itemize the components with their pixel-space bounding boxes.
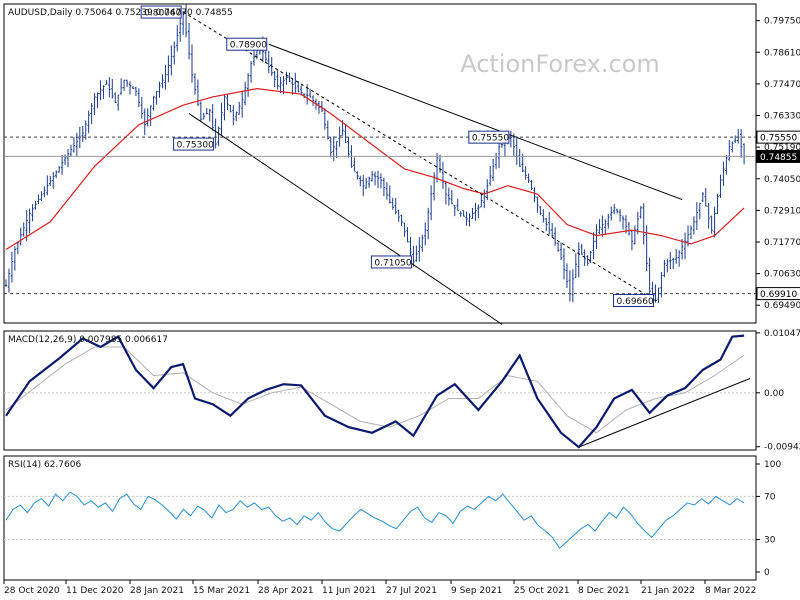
x-tick-label: 21 Jan 2022 [641, 586, 695, 596]
price-annotation-label: 0.75300 [177, 141, 214, 151]
moving-average-line [5, 87, 745, 251]
macd-signal-line [5, 346, 745, 434]
macd-panel: 0.010472 0.00 -0.009426 MACD(12,26,9) 0.007… [3, 329, 800, 453]
y-tick-label: 0.77470 [764, 80, 800, 90]
y-tick-label: 0.75190 [764, 143, 800, 153]
price-annotation-label: 0.69660 [617, 297, 654, 307]
watermark-text: ActionForex.com [460, 50, 660, 78]
price-panel: ActionForex.com 0.79750 0.78610 0.77470 0.76… [3, 3, 800, 325]
price-level-label: 0.75550 [760, 134, 797, 144]
trendline [268, 43, 683, 201]
y-tick-label: 100 [764, 460, 781, 470]
price-annotation-box [613, 294, 655, 308]
price-level-tag [756, 149, 800, 163]
trendline [188, 113, 503, 325]
y-tick-label: 0.79750 [764, 17, 800, 27]
price-level-label: 0.69910 [760, 290, 797, 300]
y-tick-label: 0.76330 [764, 112, 800, 122]
x-tick-label: 8 Mar 2022 [705, 586, 756, 596]
price-annotation-label: 0.78900 [230, 41, 267, 51]
x-tick-label: 28 Jan 2021 [130, 586, 184, 596]
price-level-label: 0.74855 [760, 153, 797, 163]
y-tick-label: 0.72910 [764, 206, 800, 216]
x-tick-label: 9 Sep 2021 [451, 586, 502, 596]
x-tick-label: 8 Dec 2021 [578, 586, 630, 596]
rsi-header-text: RSI(14) 62.7606 [8, 460, 81, 470]
price-annotation-box [140, 5, 182, 19]
macd-line [5, 334, 745, 449]
chart-header-text: AUDUSD,Daily 0.75064 0.75239 0.74770 0.7… [8, 8, 233, 18]
rsi-panel: 100 70 30 0 RSI(14) 62.7606 [3, 455, 781, 581]
y-tick-label: 30 [764, 536, 776, 546]
price-annotation-box [468, 130, 510, 144]
price-annotation-box [226, 37, 268, 51]
x-tick-label: 28 Oct 2020 [4, 586, 60, 596]
panel-frame [3, 3, 757, 324]
y-tick-label: 70 [764, 492, 776, 502]
y-tick-label: 0.74050 [764, 175, 800, 185]
panel-frame [3, 455, 757, 581]
x-tick-label: 28 Apr 2021 [258, 586, 314, 596]
x-tick-label: 11 Jun 2021 [322, 586, 376, 596]
y-tick-label: 0.00 [764, 389, 784, 399]
y-tick-label: 0.71770 [764, 238, 800, 248]
price-level-tag [756, 287, 800, 301]
x-tick-label: 25 Oct 2021 [514, 586, 570, 596]
price-annotation-label: 0.75550 [472, 134, 509, 144]
x-tick-label: 27 Jul 2021 [386, 586, 437, 596]
y-tick-label: 0.69490 [764, 301, 800, 311]
y-tick-label: 0.010472 [764, 329, 800, 339]
y-tick-label: -0.009426 [764, 443, 800, 453]
price-annotation-box [370, 255, 412, 269]
price-bars [4, 4, 746, 307]
y-tick-label: 0 [764, 568, 770, 578]
date-axis: 28 Oct 2020 11 Dec 2020 28 Jan 2021 15 Mar … [3, 580, 756, 596]
macd-trendline [578, 378, 751, 448]
y-tick-label: 0.78610 [764, 48, 800, 58]
price-level-tag [756, 130, 800, 144]
price-annotation-box [173, 137, 215, 151]
y-tick-label: 0.70630 [764, 270, 800, 280]
rsi-line [5, 491, 745, 549]
price-annotation-label: 0.71050 [374, 258, 411, 268]
price-annotation-label: 0.80060 [144, 9, 181, 19]
x-tick-label: 15 Mar 2021 [193, 586, 250, 596]
panel-frame [3, 330, 757, 451]
macd-header-text: MACD(12,26,9) 0.007985 0.006617 [8, 335, 168, 345]
x-tick-label: 11 Dec 2020 [66, 586, 124, 596]
